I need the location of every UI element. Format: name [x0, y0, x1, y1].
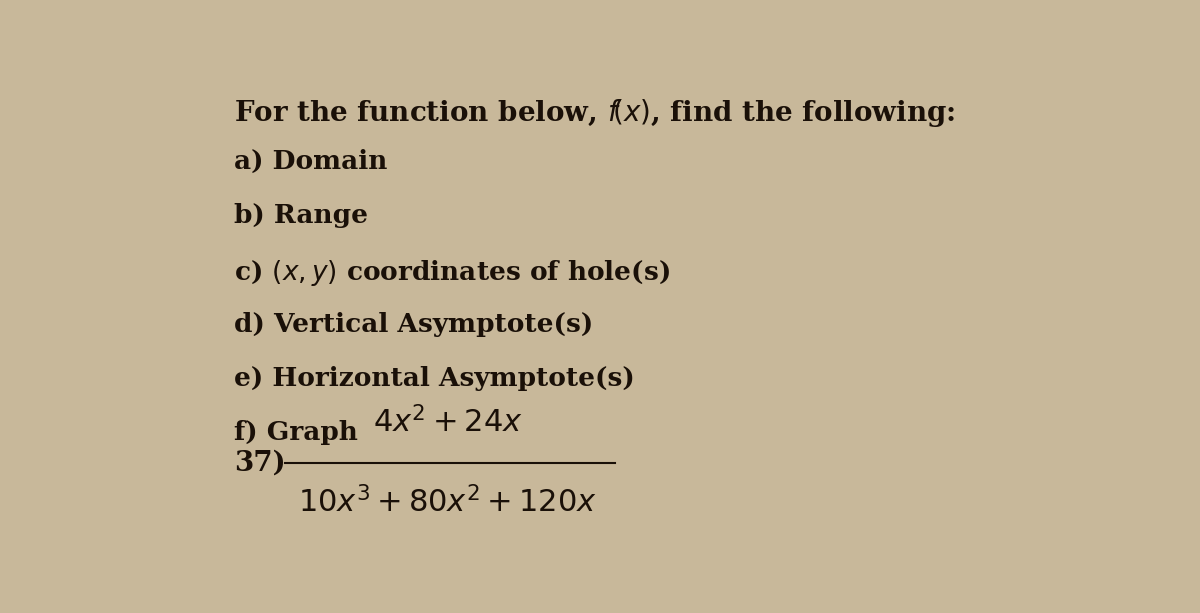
Text: e) Horizontal Asymptote(s): e) Horizontal Asymptote(s) [234, 366, 635, 391]
Text: 37): 37) [234, 449, 286, 476]
Text: For the function below, $f\!\left(x\right)$, find the following:: For the function below, $f\!\left(x\righ… [234, 97, 955, 129]
Text: f) Graph: f) Graph [234, 421, 358, 446]
Text: b) Range: b) Range [234, 204, 367, 229]
Text: $10x^3 + 80x^2 + 120x$: $10x^3 + 80x^2 + 120x$ [299, 487, 596, 519]
Text: c) $(x, y)$ coordinates of hole(s): c) $(x, y)$ coordinates of hole(s) [234, 257, 670, 287]
Text: $4x^2 + 24x$: $4x^2 + 24x$ [373, 406, 522, 439]
Text: a) Domain: a) Domain [234, 149, 388, 174]
Text: d) Vertical Asymptote(s): d) Vertical Asymptote(s) [234, 312, 593, 337]
